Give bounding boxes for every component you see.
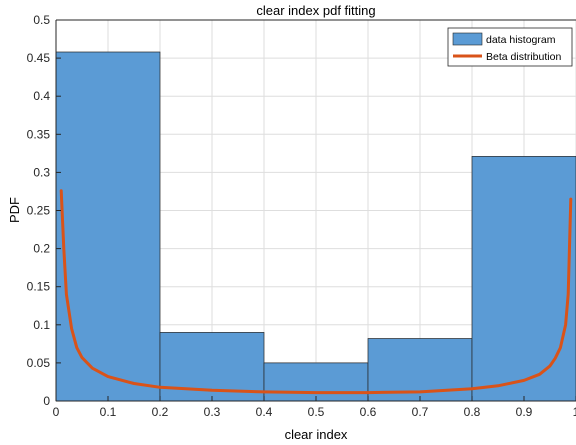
axes <box>55 19 576 402</box>
y-tick-label: 0.15 <box>27 280 51 294</box>
legend-swatch-histogram <box>452 32 483 46</box>
y-tick-labels: 0 0.05 0.1 0.15 0.2 0.25 0.3 0.35 0.4 0.45 0.5 <box>27 13 51 408</box>
y-tick-label: 0.35 <box>27 127 51 141</box>
x-tick-label: 0.7 <box>412 405 429 419</box>
x-tick-labels: 0 0.1 0.2 0.3 0.4 0.5 0.6 0.7 0.8 0.9 1 <box>53 405 576 419</box>
x-tick-label: 0.3 <box>204 405 221 419</box>
x-tick-label: 0.8 <box>464 405 481 419</box>
y-tick-label: 0.3 <box>33 165 50 179</box>
x-tick-label: 0.9 <box>516 405 533 419</box>
x-tick-label: 0.6 <box>360 405 377 419</box>
x-tick-label: 1 <box>573 405 576 419</box>
histogram-bar <box>471 156 576 402</box>
x-tick-label: 0.4 <box>256 405 273 419</box>
y-tick-label: 0.45 <box>27 51 51 65</box>
x-tick-label: 0.1 <box>100 405 117 419</box>
y-tick-label: 0 <box>43 394 50 408</box>
x-tick-label: 0.5 <box>308 405 325 419</box>
x-axis-label: clear index <box>285 427 348 442</box>
legend-box <box>447 27 573 67</box>
x-tick-label: 0 <box>53 405 60 419</box>
chart-title: clear index pdf fitting <box>256 3 375 18</box>
legend: data histogram Beta distribution <box>447 27 573 67</box>
y-tick-label: 0.2 <box>33 242 50 256</box>
y-tick-label: 0.5 <box>33 13 50 27</box>
histogram-bar <box>263 362 369 402</box>
legend-label-beta: Beta distribution <box>486 51 561 63</box>
y-tick-label: 0.25 <box>27 204 51 218</box>
histogram-bar <box>55 51 161 402</box>
legend-label-histogram: data histogram <box>486 34 556 46</box>
y-axis-label: PDF <box>7 197 22 223</box>
x-tick-label: 0.2 <box>152 405 169 419</box>
y-tick-label: 0.1 <box>33 318 50 332</box>
series-line-beta-distribution <box>59 189 573 395</box>
y-tick-label: 0.4 <box>33 89 50 103</box>
y-tick-label: 0.05 <box>27 356 51 370</box>
